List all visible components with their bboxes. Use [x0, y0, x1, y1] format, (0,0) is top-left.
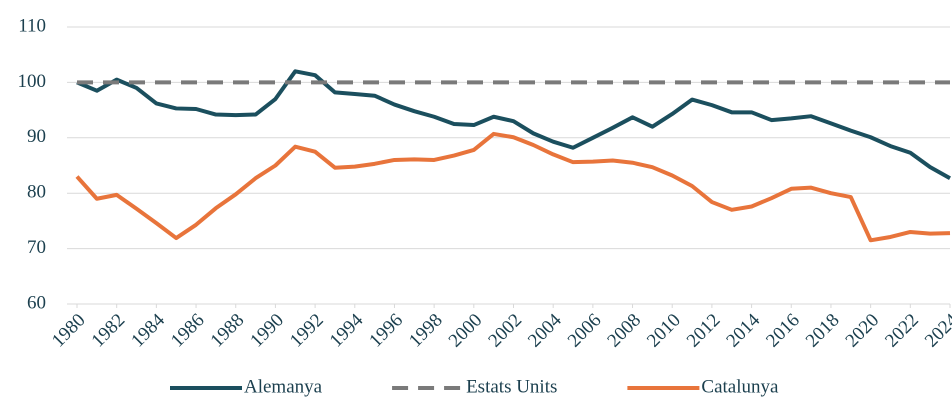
x-tick-label: 1986 — [167, 310, 209, 352]
x-tick-label: 2010 — [643, 310, 685, 352]
x-tick-label: 2014 — [722, 309, 764, 351]
legend-item: Estats Units — [392, 376, 557, 397]
legend-label: Estats Units — [466, 376, 557, 397]
x-tick-label: 1988 — [207, 310, 249, 352]
x-tick-label: 1990 — [246, 310, 288, 352]
x-tick-label: 2006 — [564, 310, 606, 352]
x-tick-label: 1980 — [48, 310, 90, 352]
x-tick-label: 2008 — [603, 310, 645, 352]
x-tick-label: 2020 — [842, 310, 884, 352]
y-tick-label: 70 — [27, 237, 46, 258]
x-tick-label: 1998 — [405, 310, 447, 352]
x-tick-label: 2016 — [762, 310, 804, 352]
y-tick-label: 60 — [27, 292, 46, 313]
y-tick-label: 90 — [27, 126, 46, 147]
series-line — [75, 131, 951, 243]
x-tick-label: 2022 — [881, 310, 923, 352]
legend-label: Alemanya — [244, 376, 323, 397]
x-tick-label: 2024 — [921, 309, 952, 351]
x-tick-label: 1982 — [88, 310, 130, 352]
legend-item: Catalunya — [627, 376, 779, 397]
x-tick-label: 2018 — [802, 310, 844, 352]
x-tick-label: 1996 — [365, 310, 407, 352]
legend-item: Alemanya — [170, 376, 323, 397]
series-line — [76, 69, 951, 180]
x-tick-label: 1992 — [286, 310, 328, 352]
x-tick-label: 2002 — [484, 310, 526, 352]
y-tick-label: 100 — [18, 71, 47, 92]
x-tick-label: 1984 — [127, 309, 169, 351]
x-tick-label: 2012 — [683, 310, 725, 352]
y-tick-label: 110 — [18, 15, 46, 36]
legend-label: Catalunya — [701, 376, 779, 397]
x-tick-label: 2004 — [524, 309, 566, 351]
x-tick-label: 1994 — [326, 309, 368, 351]
y-tick-label: 80 — [27, 182, 46, 203]
x-tick-label: 2000 — [445, 310, 487, 352]
